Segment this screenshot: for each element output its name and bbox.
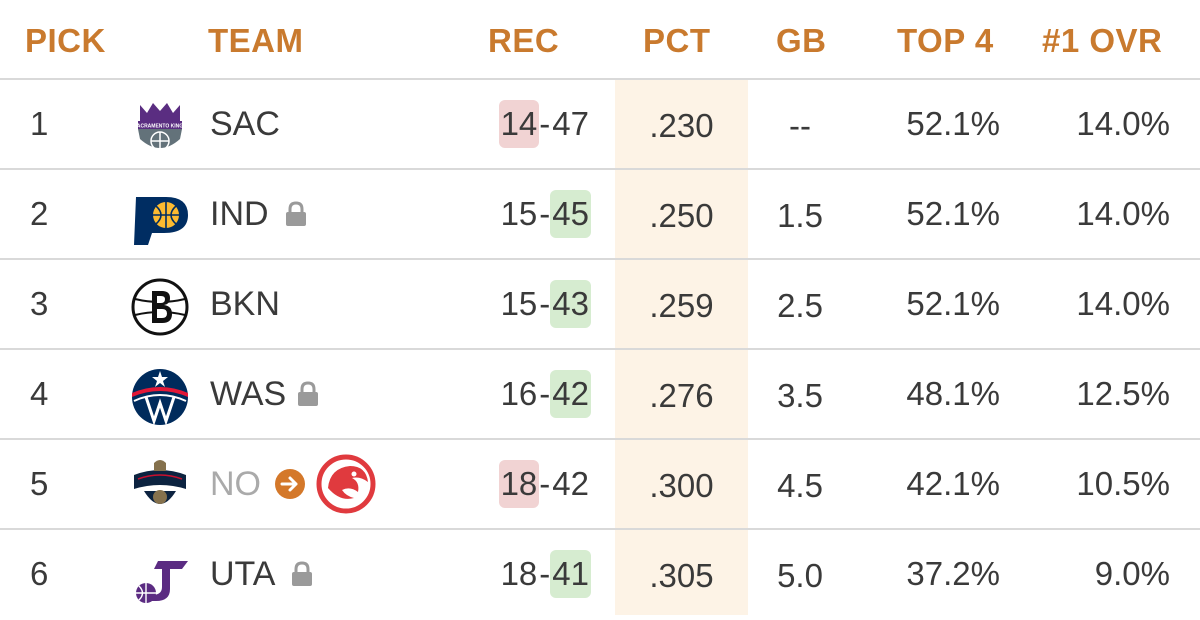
wizards-logo [132,369,188,426]
record: 18-42 [0,440,600,528]
table-row: 2 IND 15-45 .250 1.5 52.1% 14.0% [0,170,1200,260]
top4-odds: 37.2% [906,555,1000,592]
first-overall-odds: 14.0% [1076,195,1170,232]
header-top4: TOP 4 [897,22,994,59]
record: 15-45 [0,170,600,258]
team-abbr: IND [210,195,269,233]
wins: 18 [500,555,538,592]
header-pct: PCT [643,22,711,59]
first-overall-odds: 14.0% [1076,285,1170,322]
top4-odds: 48.1% [906,375,1000,412]
team-abbr: WAS [210,375,287,413]
kings-logo-text: SACRAMENTO KINGS [134,124,188,130]
pick-number: 6 [30,555,49,592]
top4-odds: 42.1% [906,465,1000,502]
games-back: 2.5 [777,287,823,324]
lock-icon [286,201,306,226]
header-team: TEAM [208,22,304,59]
record: 14-47 [0,80,600,168]
record: 16-42 [0,350,600,438]
top4-odds: 52.1% [906,195,1000,232]
pelicans-logo [134,460,186,504]
team-abbr: UTA [210,555,276,593]
header-gb: GB [776,22,827,59]
top4-odds: 52.1% [906,285,1000,322]
win-pct: .276 [649,377,714,414]
kings-logo: SACRAMENTO KINGS [134,103,188,151]
record-dash: - [539,465,551,502]
wins: 14 [498,100,540,148]
lock-icon [298,381,318,406]
first-overall-odds: 10.5% [1076,465,1170,502]
first-overall-odds: 14.0% [1076,105,1170,142]
pick-number: 4 [30,375,49,412]
wins: 15 [500,195,538,232]
table-row: 1 SACRAMENTO KINGS SAC 14-47 .230 -- 52.… [0,80,1200,170]
games-back: 4.5 [777,467,823,504]
losses: 42 [552,465,589,502]
pacers-logo [134,197,188,245]
table-row: 6 UTA 18-41 .305 5.0 37.2% 9.0% [0,530,1200,620]
games-back: 1.5 [777,197,823,234]
losses: 47 [552,105,589,142]
record-dash: - [539,105,551,142]
record-dash: - [539,285,551,322]
games-back: 3.5 [777,377,823,414]
lock-icon [292,561,312,586]
first-overall-odds: 9.0% [1094,555,1170,592]
table-header: PICK TEAM REC PCT GB TOP 4 #1 OVR [0,0,1200,80]
team-abbr: SAC [210,105,280,143]
header-pick: PICK [25,22,106,59]
games-back: -- [789,107,811,144]
nets-logo [131,278,189,336]
record-dash: - [539,195,551,232]
win-pct: .305 [649,557,714,594]
table-row: 3 BKN 15-43 .259 2.5 52.1% 14.0% [0,260,1200,350]
pick-number: 1 [30,105,49,142]
win-pct: .250 [649,197,714,234]
wins: 15 [500,285,538,322]
wins: 18 [498,460,540,508]
header-ovr: #1 OVR [1042,22,1163,59]
games-back: 5.0 [777,557,823,594]
losses: 43 [550,280,591,328]
team-abbr: BKN [210,285,280,323]
record-dash: - [539,555,551,592]
arrow-right-circle-icon [275,469,305,499]
team-abbr: NO [210,465,261,503]
header-rec: REC [488,22,560,59]
first-overall-odds: 12.5% [1076,375,1170,412]
win-pct: .300 [649,467,714,504]
pick-number: 2 [30,195,49,232]
losses: 42 [550,370,591,418]
win-pct: .259 [649,287,714,324]
table-row: 5 NO 18-42 .300 4.5 42.1% 10.5% [0,440,1200,530]
hawks-logo [316,454,376,514]
win-pct: .230 [649,107,714,144]
top4-odds: 52.1% [906,105,1000,142]
table-row: 4 WAS 16-42 .276 3.5 48.1% 12.5% [0,350,1200,440]
record: 18-41 [0,530,600,618]
pick-number: 3 [30,285,49,322]
pick-number: 5 [30,465,49,502]
losses: 41 [550,550,591,598]
losses: 45 [550,190,591,238]
record: 15-43 [0,260,600,348]
jazz-logo [136,561,188,603]
wins: 16 [500,375,538,412]
record-dash: - [539,375,551,412]
